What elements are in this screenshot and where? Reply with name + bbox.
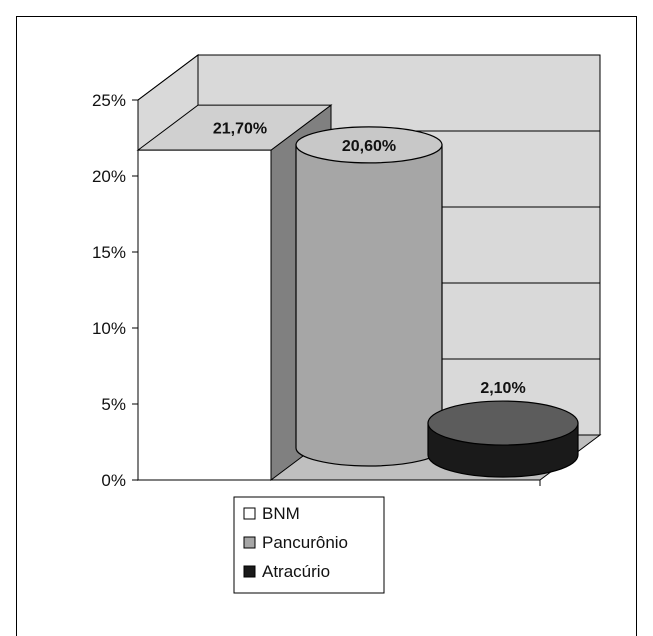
y-tick-label: 25% <box>92 91 126 110</box>
data-label: 20,60% <box>342 138 396 155</box>
bar-pancuronio <box>295 144 443 467</box>
data-label: 2,10% <box>480 380 525 397</box>
bar-chart-3d: 0% 5% 10% 15% 20% 25% 21,70% 20,60% 2,10% BNM Pa… <box>92 54 602 594</box>
y-tick-label: 5% <box>101 395 126 414</box>
bar-pancuronio-top <box>295 126 443 164</box>
legend-swatch <box>243 536 256 549</box>
gridline <box>137 54 600 101</box>
data-label: 21,70% <box>213 121 267 138</box>
y-tick-label: 10% <box>92 319 126 338</box>
y-tick-label: 0% <box>101 471 126 490</box>
bar-atracurio-top <box>427 400 579 446</box>
bar-bnm <box>137 149 272 481</box>
legend-swatch <box>243 565 256 578</box>
chart-frame <box>16 16 637 636</box>
y-tick-label: 15% <box>92 243 126 262</box>
y-tick-label: 20% <box>92 167 126 186</box>
legend-label: Pancurônio <box>262 533 348 552</box>
legend-label: Atracúrio <box>262 562 330 581</box>
legend-label: BNM <box>262 504 300 523</box>
legend-swatch <box>243 507 256 520</box>
legend-box <box>233 496 385 594</box>
